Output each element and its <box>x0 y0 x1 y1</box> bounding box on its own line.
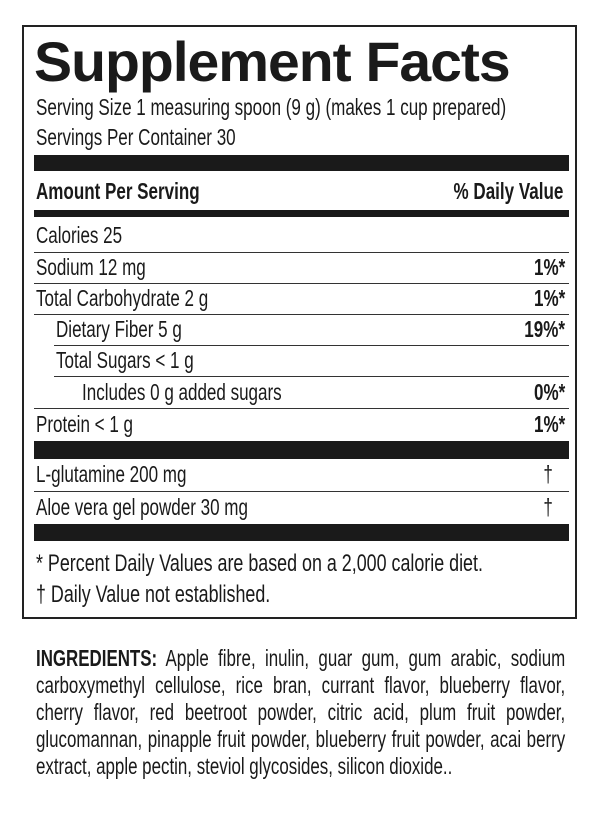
divider-line <box>54 376 569 377</box>
nutrient-row-protein: Protein < 1 g <box>36 411 133 437</box>
nutrient-row-calories: Calories 25 <box>36 222 123 248</box>
ingredient-dv: † <box>543 494 553 520</box>
divider-line <box>34 408 569 409</box>
divider-bar <box>34 524 569 541</box>
divider-line <box>54 345 569 346</box>
ingredient-row-aloe: Aloe vera gel powder 30 mg <box>36 494 248 520</box>
nutrient-dv: 0%* <box>533 379 565 405</box>
nutrient-dv: 1%* <box>533 285 565 311</box>
footnote-daily-values: * Percent Daily Values are based on a 2,… <box>36 550 483 577</box>
nutrient-row-carbohydrate: Total Carbohydrate 2 g <box>36 285 209 311</box>
panel-title: Supplement Facts <box>34 30 511 93</box>
divider-bar <box>34 210 569 217</box>
nutrient-row-added-sugars: Includes 0 g added sugars <box>82 379 282 405</box>
ingredients-label: INGREDIENTS: <box>36 645 158 671</box>
ingredients-list: Apple fibre, inulin, guar gum, gum arabi… <box>36 645 566 779</box>
divider-line <box>34 252 569 253</box>
amount-per-serving-header: Amount Per Serving <box>36 178 200 204</box>
nutrient-dv: 19%* <box>524 316 565 342</box>
divider-line <box>34 491 569 492</box>
serving-size: Serving Size 1 measuring spoon (9 g) (ma… <box>36 94 507 120</box>
divider-bar <box>34 441 569 459</box>
nutrient-row-sodium: Sodium 12 mg <box>36 254 146 280</box>
divider-bar <box>34 155 569 171</box>
servings-per-container: Servings Per Container 30 <box>36 124 236 150</box>
supplement-facts-panel: Supplement Facts Serving Size 1 measurin… <box>22 25 577 619</box>
nutrient-row-fiber: Dietary Fiber 5 g <box>56 316 182 342</box>
ingredient-dv: † <box>543 461 553 487</box>
daily-value-header: % Daily Value <box>453 178 563 204</box>
nutrient-dv: 1%* <box>533 254 565 280</box>
ingredients-text: INGREDIENTS: Apple fibre, inulin, guar g… <box>36 645 565 780</box>
divider-line <box>34 314 569 315</box>
nutrient-dv: 1%* <box>533 411 565 437</box>
divider-line <box>34 283 569 284</box>
footnote-not-established: † Daily Value not established. <box>36 581 271 608</box>
ingredient-row-glutamine: L-glutamine 200 mg <box>36 461 187 487</box>
nutrient-row-sugars: Total Sugars < 1 g <box>56 347 194 373</box>
